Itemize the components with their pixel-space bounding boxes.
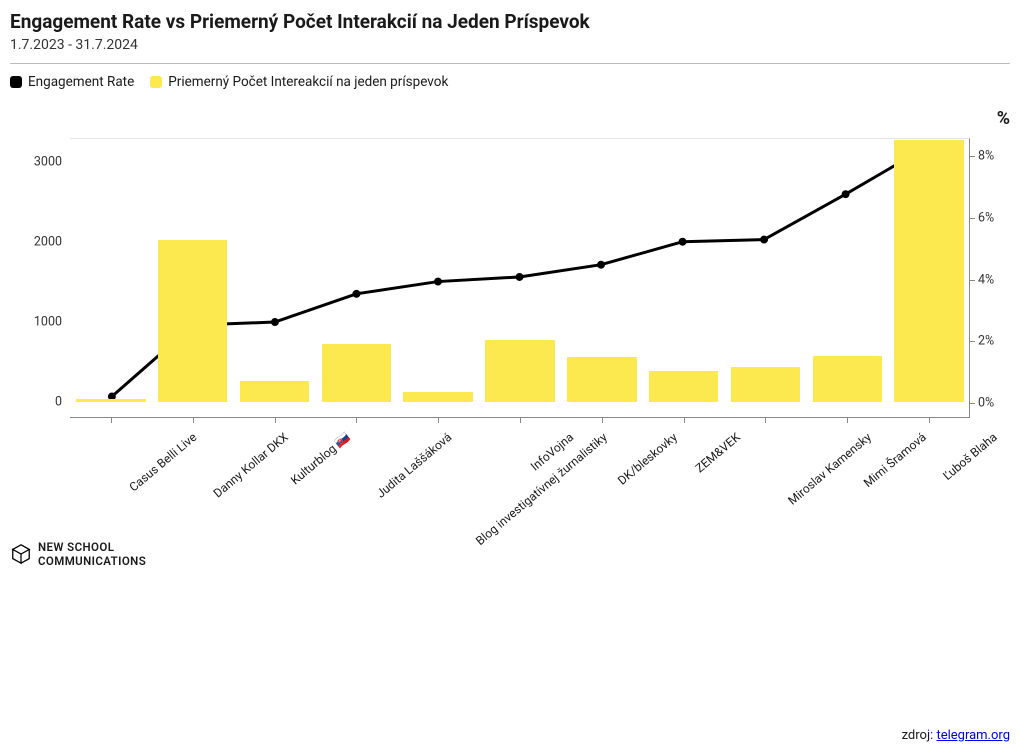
y-left-tick-label: 0 [10,395,62,410]
legend-label-line: Engagement Rate [28,74,134,90]
x-tick [111,418,112,423]
x-tick [356,418,357,423]
legend: Engagement Rate Priemerný Počet Intereak… [10,74,1010,90]
divider [10,63,1010,64]
chart-title: Engagement Rate vs Priemerný Počet Inter… [10,10,1010,33]
x-axis-labels: Casus Belli LiveDanny Kollar DKXKulturbl… [70,424,970,514]
cube-icon [10,543,32,565]
right-axis-title: % [997,108,1010,129]
brand-logo: NEW SCHOOL COMMUNICATIONS [10,540,146,568]
x-axis-label: Ľuboš Blaha [940,430,999,483]
line-marker [842,190,850,198]
x-tick [438,418,439,423]
source-line: zdroj: telegram.org [10,728,1010,743]
x-axis-label: Blog investigatívnej žurnalistiky [473,430,610,548]
x-tick [602,418,603,423]
bar [731,367,801,402]
bar [894,140,964,402]
legend-item-interactions: Priemerný Počet Intereakcií na jeden prí… [150,74,448,90]
x-tick [929,418,930,423]
bar [158,240,228,402]
y-left-tick-label: 3000 [10,155,62,170]
legend-swatch-line [10,76,22,88]
bar [813,356,883,402]
x-tick [275,418,276,423]
x-tick [765,418,766,423]
x-axis-label: Miroslav Kamensky [786,430,875,508]
x-axis-label: Kulturblog 🇸🇰 [288,430,353,487]
source-link[interactable]: telegram.org [936,728,1010,743]
line-marker [434,278,442,286]
bar [322,344,392,402]
bar [485,340,555,402]
y-right-tick-label: 6% [978,211,994,226]
y-right-tick-label: 0% [978,395,994,410]
logo-line1: NEW SCHOOL [38,540,146,554]
x-axis-label: DK/bleskovky [615,430,680,488]
x-tick [684,418,685,423]
plot-area [70,138,970,418]
bar [240,381,310,402]
chart-subtitle: 1.7.2023 - 31.7.2024 [10,37,1010,53]
line-marker [516,273,524,281]
x-tick [847,418,848,423]
legend-label-bar: Priemerný Počet Intereakcií na jeden prí… [168,74,448,90]
bar [76,399,146,402]
x-axis-label: ZEM&VEK [692,430,742,475]
x-axis-label: Judita Laššáková [374,430,455,501]
y-right-tick-label: 4% [978,272,994,287]
line-marker [597,261,605,269]
line-marker [760,236,768,244]
x-axis-label: Casus Belli Live [126,430,199,494]
y-left-tick-label: 2000 [10,235,62,250]
x-axis-label: Danny Kollar DKX [210,430,290,500]
bar [403,392,473,402]
x-tick [193,418,194,423]
chart: % Casus Belli LiveDanny Kollar DKXKultur… [10,108,1010,518]
bar [567,357,637,402]
line-marker [352,290,360,298]
legend-item-engagement: Engagement Rate [10,74,134,90]
source-prefix: zdroj: [902,728,937,743]
y-right-tick-label: 8% [978,149,994,164]
line-marker [679,238,687,246]
logo-line2: COMMUNICATIONS [38,554,146,568]
x-tick [520,418,521,423]
y-right-tick-label: 2% [978,334,994,349]
y-left-tick-label: 1000 [10,315,62,330]
legend-swatch-bar [150,76,162,88]
line-marker [271,318,279,326]
bar [649,371,719,402]
